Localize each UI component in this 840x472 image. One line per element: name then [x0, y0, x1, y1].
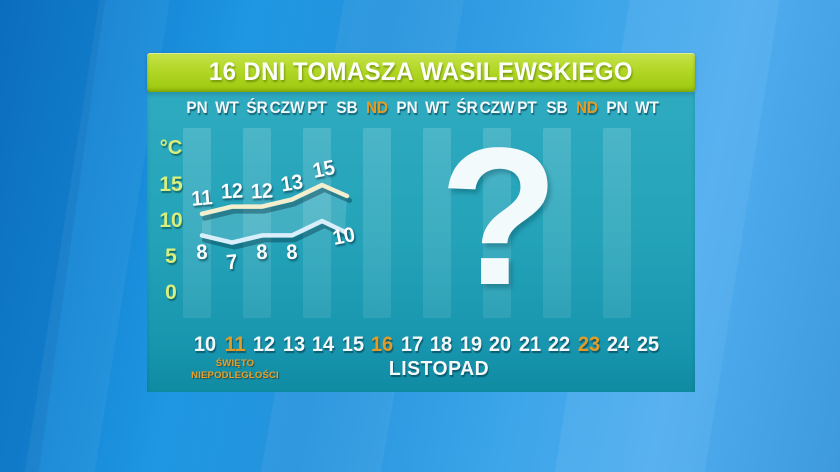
date-label: 22: [547, 333, 571, 356]
weekday-label: WT: [635, 98, 659, 117]
date-label: 11: [223, 333, 246, 356]
weekday-label: CZW: [479, 98, 515, 117]
weekday-label: CZW: [269, 98, 305, 117]
date-label: 23: [577, 333, 600, 356]
date-label: 17: [400, 333, 423, 356]
column-stripe: [603, 128, 631, 318]
weekday-label: PN: [186, 98, 208, 117]
axis-unit-label: °C: [159, 137, 183, 159]
weekday-label: PN: [606, 98, 628, 117]
column-stripe: [243, 128, 271, 318]
page-title: 16 DNI TOMASZA WASILEWSKIEGO: [208, 58, 634, 86]
weekday-label: SB: [546, 98, 568, 117]
date-label: 14: [311, 333, 335, 356]
line-high: [199, 182, 350, 217]
forecast-body: PN WT ŚR CZW PT SB ND PN WT ŚR CZW PT SB ND PN WT °C 15…: [147, 92, 695, 392]
weekday-label: PT: [307, 98, 327, 117]
weekday-label: SB: [336, 98, 358, 117]
temp-range-band: [202, 185, 347, 243]
forecast-panel: 16 DNI TOMASZA WASILEWSKIEGO PN WT ŚR CZW PT…: [147, 53, 695, 392]
line-low-shadow: [202, 223, 350, 250]
holiday-label-line1: ŚWIĘTO: [215, 358, 255, 369]
month-label: LISTOPAD: [388, 358, 490, 380]
background-streak: [0, 0, 114, 472]
weekday-label: ND: [575, 98, 599, 117]
date-label: 19: [459, 333, 482, 356]
weekday-label: WT: [425, 98, 449, 117]
date-label: 10: [193, 333, 217, 356]
column-stripe: [363, 128, 391, 318]
column-stripe: [423, 128, 451, 318]
title-bar: 16 DNI TOMASZA WASILEWSKIEGO: [147, 53, 695, 92]
date-label: 16: [370, 333, 394, 356]
temp-label-low: 8: [285, 241, 299, 265]
weekday-label: WT: [215, 98, 239, 117]
column-stripe: [543, 128, 571, 318]
date-label: 25: [636, 333, 659, 356]
date-label: 20: [488, 333, 512, 356]
line-high-shadow: [202, 187, 352, 221]
holiday-label-line2: NIEPODLEGŁOŚCI: [191, 370, 279, 381]
date-label: 24: [606, 333, 630, 356]
weekday-label: ŚR: [246, 98, 268, 117]
column-stripe: [183, 128, 211, 318]
question-mark: ?: [439, 107, 559, 326]
weekday-label: ŚR: [456, 98, 478, 117]
axis-tick: 0: [165, 281, 177, 304]
axis-tick: 5: [165, 245, 177, 268]
weekday-label: PT: [517, 98, 537, 117]
date-label: 18: [429, 333, 453, 356]
date-label: 15: [341, 333, 364, 356]
temperature-chart: [199, 182, 352, 250]
weekday-label: PN: [396, 98, 418, 117]
axis-tick: 10: [159, 209, 183, 232]
date-label: 12: [252, 333, 276, 356]
date-label: 21: [518, 333, 541, 356]
date-label: 13: [282, 333, 305, 356]
weekday-label: ND: [365, 98, 389, 117]
line-low: [199, 218, 348, 245]
column-stripe: [483, 128, 511, 318]
axis-tick: 15: [159, 173, 183, 196]
holiday-label: ŚWIĘTO NIEPODLEGŁOŚCI: [160, 358, 310, 382]
